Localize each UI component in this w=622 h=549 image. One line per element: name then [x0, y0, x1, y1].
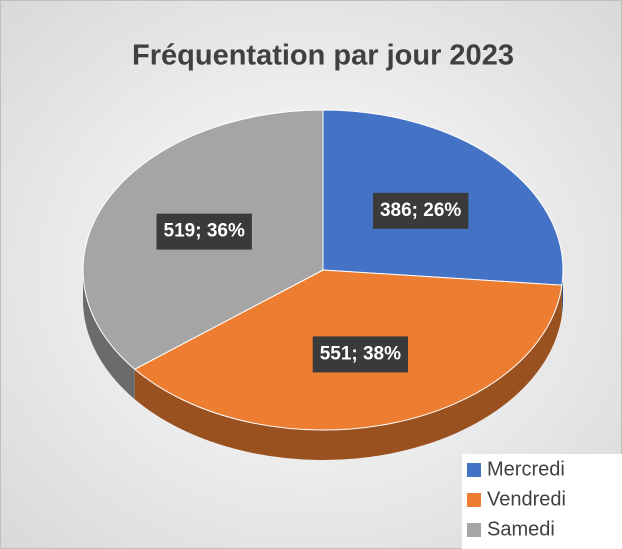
legend-label: Vendredi — [487, 488, 566, 510]
data-label: 386; 26% — [380, 200, 461, 221]
legend-swatch — [467, 493, 481, 507]
slice-side — [83, 270, 135, 400]
legend-label: Mercredi — [487, 458, 565, 480]
legend-swatch — [467, 463, 481, 477]
data-label: 551; 38% — [320, 343, 401, 364]
legend-label: Samedi — [487, 518, 555, 540]
legend-swatch — [467, 523, 481, 537]
data-label: 519; 36% — [164, 221, 245, 242]
legend-box — [462, 454, 622, 549]
data-label-box — [312, 336, 409, 373]
slice-side — [134, 285, 562, 460]
data-label-box — [372, 192, 469, 229]
chart-title: Fréquentation par jour 2023 — [132, 40, 514, 72]
data-label-box — [156, 213, 252, 250]
